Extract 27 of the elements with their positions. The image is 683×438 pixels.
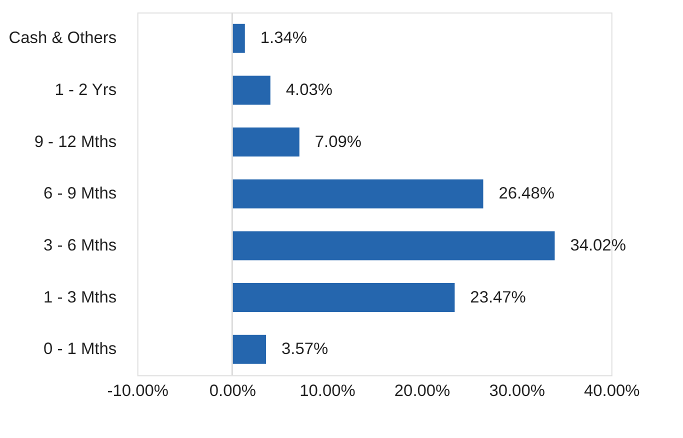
data-label: 1.34% — [260, 29, 308, 48]
x-tick-label: 0.00% — [209, 382, 256, 400]
y-tick-label: Cash & Others — [8, 29, 117, 48]
data-label: 34.02% — [570, 236, 626, 255]
x-tick-label: 40.00% — [584, 382, 640, 400]
y-tick-label: 0 - 1 Mths — [43, 340, 117, 358]
y-tick-label: 9 - 12 Mths — [34, 132, 117, 151]
data-label: 3.57% — [282, 340, 328, 358]
bar — [232, 283, 455, 312]
y-tick-label: 1 - 3 Mths — [43, 288, 117, 306]
bar — [232, 76, 270, 105]
bar — [232, 128, 300, 157]
y-tick-label: 1 - 2 Yrs — [54, 81, 117, 100]
x-tick-label: 20.00% — [394, 382, 451, 400]
bar — [232, 24, 245, 53]
data-label: 4.03% — [286, 81, 333, 100]
y-tick-label: 6 - 9 Mths — [43, 184, 117, 203]
bar — [232, 334, 266, 364]
bar — [232, 231, 555, 260]
x-tick-label: -10.00% — [107, 382, 169, 400]
y-tick-label: 3 - 6 Mths — [43, 236, 117, 255]
data-label: 23.47% — [470, 288, 526, 306]
data-label: 26.48% — [498, 184, 555, 203]
x-tick-label: 10.00% — [300, 382, 356, 400]
bar — [232, 179, 484, 208]
data-label: 7.09% — [314, 132, 362, 151]
x-tick-label: 30.00% — [489, 382, 546, 400]
